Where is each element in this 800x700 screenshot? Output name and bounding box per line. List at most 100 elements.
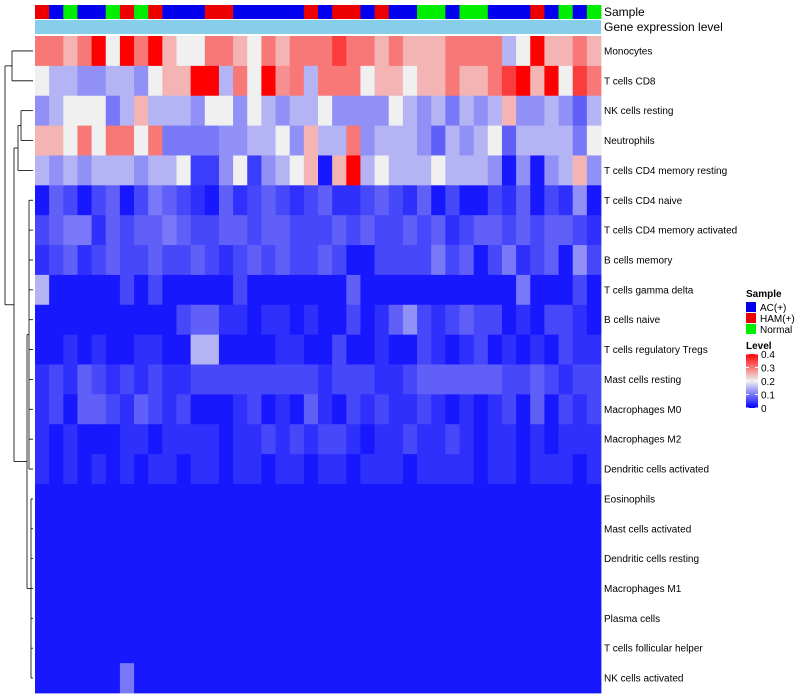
heatmap-cell — [572, 215, 588, 246]
heatmap-cell — [134, 215, 149, 246]
heatmap-cell — [261, 573, 276, 604]
heatmap-cell — [402, 334, 418, 365]
heatmap-cell — [204, 454, 220, 485]
heatmap-cell — [247, 185, 262, 216]
heatmap-cell — [417, 364, 432, 395]
level-tick-label: 0.1 — [761, 391, 775, 402]
heatmap-cell — [233, 394, 248, 425]
heatmap-cell — [91, 663, 107, 694]
heatmap-cell — [233, 95, 248, 126]
heatmap-cell — [388, 394, 404, 425]
heatmap-cell — [473, 543, 489, 574]
heatmap-cell — [473, 663, 489, 694]
heatmap-cell — [459, 513, 475, 545]
heatmap-cell — [544, 155, 559, 186]
heatmap-cell — [233, 454, 248, 485]
heatmap-cell — [63, 274, 78, 306]
heatmap-cell — [318, 603, 333, 634]
heatmap-cell — [91, 215, 107, 246]
heatmap-cell — [233, 155, 248, 186]
heatmap-cell — [332, 36, 347, 67]
heatmap-cell — [431, 394, 446, 425]
heatmap-cell — [105, 95, 121, 126]
heatmap-cell — [289, 543, 305, 574]
heatmap-cell — [35, 185, 50, 216]
heatmap-cell — [431, 603, 446, 634]
heatmap-cell — [63, 125, 78, 156]
heatmap-cell — [261, 454, 276, 485]
heatmap-cell — [374, 454, 390, 485]
heatmap-cell — [445, 95, 460, 126]
heatmap-cell — [360, 334, 375, 365]
sample-cell — [49, 5, 64, 19]
heatmap-cell — [303, 513, 319, 545]
legend-group-label: HAM(+) — [760, 314, 795, 325]
heatmap-cell — [63, 36, 78, 67]
heatmap-cell — [459, 633, 475, 664]
heatmap-cell — [247, 304, 262, 336]
heatmap-cell — [148, 454, 163, 485]
heatmap-cell — [261, 513, 276, 545]
heatmap-cell — [49, 364, 64, 395]
heatmap-cell — [49, 483, 64, 515]
heatmap-cell — [516, 454, 531, 485]
heatmap-cell — [148, 125, 163, 156]
heatmap-cell — [360, 185, 375, 216]
heatmap-cell — [346, 543, 361, 574]
heatmap-cell — [289, 603, 305, 634]
heatmap-cell — [162, 36, 177, 67]
heatmap-cell — [148, 543, 163, 574]
heatmap-cell — [119, 274, 135, 306]
heatmap-cell — [233, 633, 248, 664]
heatmap-cell — [204, 334, 220, 365]
heatmap-cell — [134, 394, 149, 425]
heatmap-cell — [516, 543, 531, 574]
heatmap-cell — [134, 65, 149, 97]
heatmap-cell — [190, 483, 206, 515]
heatmap-cell — [289, 215, 305, 246]
heatmap-cell — [516, 36, 531, 67]
heatmap-cell — [49, 155, 64, 186]
heatmap-cell — [119, 334, 135, 365]
heatmap-cell — [148, 215, 163, 246]
heatmap-cell — [558, 65, 574, 97]
heatmap-cell — [473, 36, 489, 67]
sample-cell — [402, 5, 418, 19]
heatmap-cell — [35, 274, 50, 306]
heatmap-cell — [530, 663, 545, 694]
heatmap-cell — [247, 454, 262, 485]
sample-cell — [572, 5, 588, 19]
heatmap-cell — [91, 36, 107, 67]
heatmap-cell — [233, 304, 248, 336]
heatmap-cell — [318, 454, 333, 485]
heatmap-cell — [35, 573, 50, 604]
heatmap-cell — [374, 424, 390, 455]
heatmap-cell — [544, 215, 559, 246]
heatmap-cell — [63, 304, 78, 336]
heatmap-cell — [63, 513, 78, 545]
heatmap-cell — [35, 483, 50, 515]
heatmap-cell — [487, 663, 503, 694]
heatmap-cell — [119, 454, 135, 485]
heatmap-cell — [204, 603, 220, 634]
heatmap-cell — [275, 274, 291, 306]
heatmap-cell — [190, 513, 206, 545]
heatmap-cell — [501, 573, 517, 604]
heatmap-cell — [303, 334, 319, 365]
heatmap-cell — [360, 663, 375, 694]
sample-cell — [190, 5, 206, 19]
row-label: T cells gamma delta — [604, 285, 694, 296]
heatmap-cell — [318, 274, 333, 306]
row-label: T cells regulatory Tregs — [604, 345, 708, 356]
sample-cell — [360, 5, 375, 19]
heatmap-cell — [119, 573, 135, 604]
heatmap-cell — [572, 424, 588, 455]
heatmap-cell — [49, 185, 64, 216]
heatmap-cell — [105, 185, 121, 216]
heatmap-cell — [247, 334, 262, 365]
heatmap-cell — [544, 633, 559, 664]
heatmap-cell — [459, 663, 475, 694]
heatmap-cell — [516, 633, 531, 664]
heatmap-cell — [176, 483, 192, 515]
heatmap-cell — [35, 633, 50, 664]
